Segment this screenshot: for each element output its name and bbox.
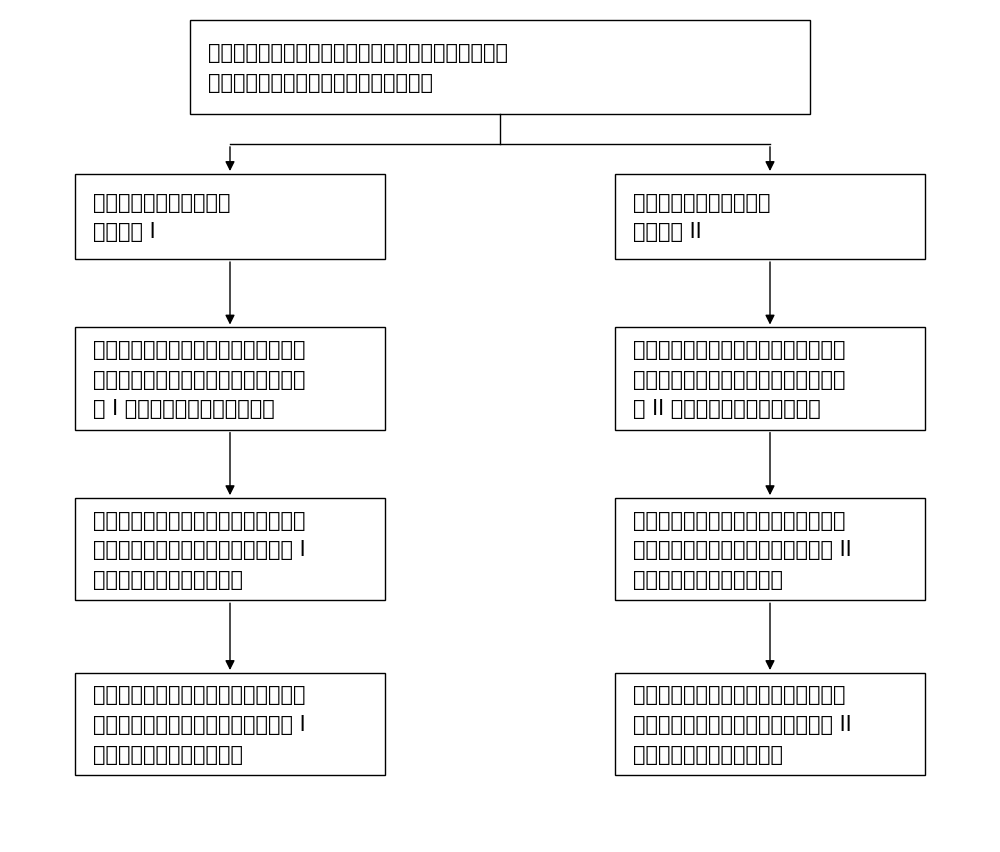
FancyBboxPatch shape (75, 673, 385, 775)
FancyBboxPatch shape (615, 328, 925, 430)
FancyBboxPatch shape (615, 673, 925, 775)
FancyBboxPatch shape (615, 498, 925, 601)
Text: 推导由两种材料不同且厚度也不同的钢
板构成的矩形截面薄壁梁在焊接混合形
式 II 下的平均压溃反力的表达式: 推导由两种材料不同且厚度也不同的钢 板构成的矩形截面薄壁梁在焊接混合形 式 II… (633, 340, 846, 418)
Text: 推导对称变形模式下由同种材料、同种厚度的钢板构成
的矩形截面薄壁梁的平均压溃反力表达式: 推导对称变形模式下由同种材料、同种厚度的钢板构成 的矩形截面薄壁梁的平均压溃反力… (208, 43, 508, 93)
Text: 定义矩形截面薄壁梁常用
混合形式 I: 定义矩形截面薄壁梁常用 混合形式 I (93, 193, 230, 242)
FancyBboxPatch shape (615, 175, 925, 260)
Text: 由两种材料相同但是厚度不同的钢板构
成的矩形截面薄壁梁在焊接混合形式 I
下的平均压溃反力的表达式: 由两种材料相同但是厚度不同的钢板构 成的矩形截面薄壁梁在焊接混合形式 I 下的平… (93, 685, 306, 763)
Text: 由两种材料不同但是厚度相同的钢板构
成的矩形截面薄壁梁在焊接混合形式 I
下的平均压溃反力的表达式: 由两种材料不同但是厚度相同的钢板构 成的矩形截面薄壁梁在焊接混合形式 I 下的平… (93, 510, 306, 589)
FancyBboxPatch shape (75, 328, 385, 430)
Text: 推导由两种材料不同且厚度也不同的钢
板构成的矩形截面薄壁梁在焊接混合形
式 I 下的平均压溃反力的表达式: 推导由两种材料不同且厚度也不同的钢 板构成的矩形截面薄壁梁在焊接混合形 式 I … (93, 340, 306, 418)
FancyBboxPatch shape (75, 175, 385, 260)
Text: 由两种材料不同但是厚度相同的钢板构
成的矩形截面薄壁梁在焊接混合形式 II
下的平均压溃反力的表达式: 由两种材料不同但是厚度相同的钢板构 成的矩形截面薄壁梁在焊接混合形式 II 下的… (633, 510, 852, 589)
FancyBboxPatch shape (190, 21, 810, 115)
Text: 由两种材料相同但是厚度不同的钢板构
成的矩形截面薄壁梁在焊接混合形式 II
下的平均压溃反力的表达式: 由两种材料相同但是厚度不同的钢板构 成的矩形截面薄壁梁在焊接混合形式 II 下的… (633, 685, 852, 763)
FancyBboxPatch shape (75, 498, 385, 601)
Text: 定义矩形截面薄壁梁常用
混合形式 II: 定义矩形截面薄壁梁常用 混合形式 II (633, 193, 770, 242)
